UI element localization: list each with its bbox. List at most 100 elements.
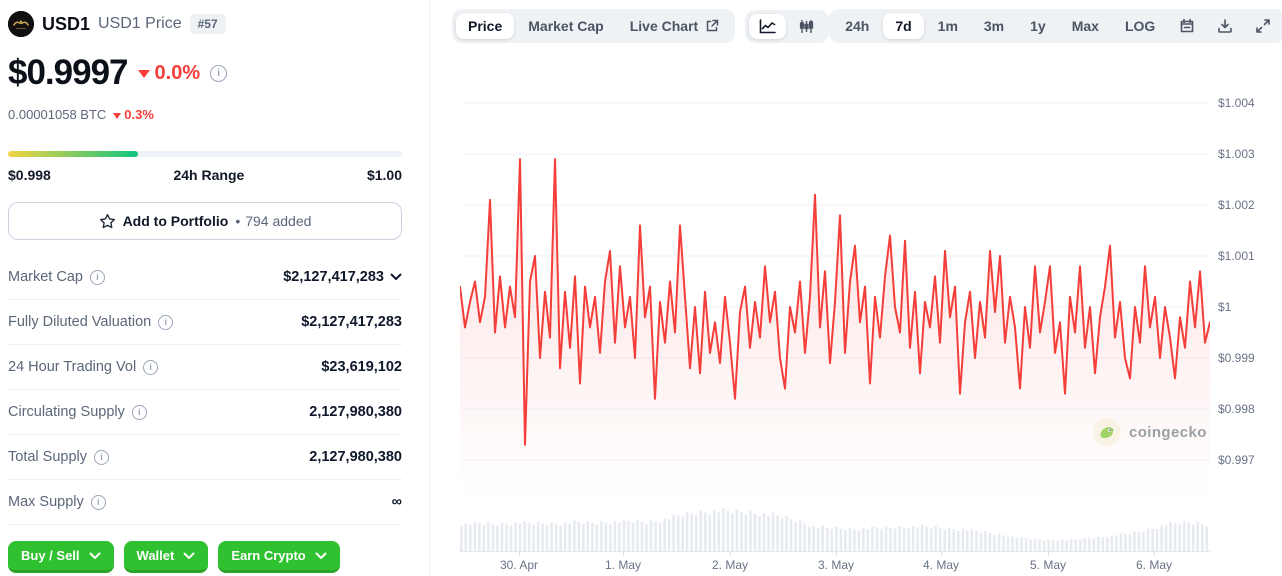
stat-value-text: 2,127,980,380 — [309, 404, 402, 420]
x-axis-tick — [519, 551, 520, 556]
volume-bar — [1038, 539, 1041, 551]
volume-bar — [1092, 538, 1096, 551]
volume-bar — [961, 528, 965, 551]
volume-bar — [591, 523, 594, 551]
volume-bar — [672, 514, 675, 551]
x-axis-tick — [1048, 551, 1049, 556]
coin-subtitle: USD1 Price — [98, 15, 182, 32]
volume-bar — [690, 513, 693, 551]
portfolio-added-count: 794 added — [245, 213, 312, 229]
x-axis-label: 3. May — [817, 558, 855, 572]
volume-bar — [1178, 524, 1181, 551]
volume-bar — [762, 512, 766, 551]
price-row: $0.9997 0.0% i — [8, 53, 402, 93]
volume-bar — [1011, 536, 1014, 551]
volume-bar — [785, 516, 788, 551]
range-max-button[interactable]: Max — [1060, 13, 1111, 39]
price-change: 0.0% — [137, 62, 200, 85]
price-chart[interactable] — [460, 60, 1210, 500]
x-axis-label: 6. May — [1135, 558, 1173, 572]
stat-label-text: Fully Diluted Valuation — [8, 314, 152, 330]
volume-bar — [1047, 539, 1050, 551]
stat-label-text: Circulating Supply — [8, 404, 125, 420]
tab-label: Market Cap — [528, 18, 604, 34]
stats-table: Market Cap i $2,127,417,283 Fully Diluted V… — [8, 255, 402, 525]
info-icon[interactable]: i — [158, 314, 174, 330]
tab-live-chart[interactable]: Live Chart — [618, 13, 731, 39]
volume-bar — [1106, 537, 1109, 551]
volume-bar — [1133, 531, 1136, 551]
info-icon[interactable]: i — [210, 64, 228, 82]
volume-bar — [789, 519, 793, 551]
price-line — [460, 158, 1210, 446]
info-icon[interactable]: i — [90, 494, 106, 510]
stat-row-market-cap[interactable]: Market Cap i $2,127,417,283 — [8, 255, 402, 300]
earn-crypto-button[interactable]: Earn Crypto — [218, 541, 340, 573]
volume-bar — [1182, 520, 1186, 551]
range-labels: $0.998 24h Range $1.00 — [8, 167, 402, 183]
volume-bar — [586, 521, 590, 551]
stat-label: Total Supply i — [8, 449, 109, 465]
range-1y-button[interactable]: 1y — [1018, 13, 1058, 39]
info-icon[interactable]: i — [131, 404, 147, 420]
wallet-button[interactable]: Wallet — [123, 541, 209, 573]
volume-bar — [835, 526, 838, 551]
volume-bar — [1069, 538, 1073, 551]
volume-bar — [554, 524, 558, 551]
stat-label: Market Cap i — [8, 269, 105, 285]
volume-bar — [898, 525, 901, 551]
volume-bar — [469, 525, 472, 551]
volume-bar — [667, 519, 671, 551]
volume-bar — [613, 520, 617, 551]
volume-bar — [749, 511, 752, 551]
calendar-button[interactable] — [1169, 13, 1205, 39]
range-label: LOG — [1124, 18, 1156, 34]
volume-bar — [704, 512, 707, 551]
volume-bar — [496, 525, 499, 551]
watermark-text: coingecko — [1129, 423, 1207, 441]
range-log-button[interactable]: LOG — [1113, 13, 1167, 39]
volume-bar — [1196, 522, 1199, 551]
stat-row-total-supply: Total Supply i 2,127,980,380 — [8, 435, 402, 480]
range-bar — [8, 151, 402, 157]
info-icon[interactable]: i — [89, 269, 105, 285]
range-3m-button[interactable]: 3m — [972, 13, 1016, 39]
range-24h-button[interactable]: 24h — [833, 13, 881, 39]
volume-bar — [708, 514, 712, 551]
info-icon[interactable]: i — [94, 449, 109, 465]
y-axis-label: $0.997 — [1218, 453, 1255, 467]
x-axis-tick — [1154, 551, 1155, 556]
volume-bar — [1074, 539, 1078, 551]
coin-header: USD1 USD1 Price #57 — [8, 10, 402, 38]
chart-type-candlestick-button[interactable] — [788, 14, 825, 39]
volume-bar — [1164, 525, 1168, 551]
chart-type-line-button[interactable] — [749, 13, 787, 39]
range-label: 3m — [983, 18, 1005, 34]
add-to-portfolio-button[interactable]: Add to Portfolio • 794 added — [8, 202, 402, 240]
stat-value-text: $23,619,102 — [321, 359, 402, 375]
tab-price[interactable]: Price — [456, 13, 515, 39]
volume-bar — [1033, 538, 1037, 551]
download-button[interactable] — [1207, 13, 1243, 39]
x-axis-label: 30. Apr — [499, 558, 539, 572]
buy-sell-button[interactable]: Buy / Sell — [8, 541, 114, 573]
tab-market-cap[interactable]: Market Cap — [516, 13, 615, 39]
volume-bar — [460, 526, 463, 551]
info-icon[interactable]: i — [143, 359, 159, 375]
fullscreen-button[interactable] — [1245, 13, 1281, 39]
download-icon — [1218, 19, 1233, 33]
volume-bar — [627, 521, 630, 551]
range-label: 1m — [937, 18, 958, 34]
volume-bar — [1119, 533, 1123, 551]
volume-bar — [1065, 540, 1068, 551]
range-7d-button[interactable]: 7d — [883, 13, 924, 39]
volume-bar — [1060, 539, 1064, 551]
volume-bar — [1083, 537, 1087, 551]
stat-label: 24 Hour Trading Vol i — [8, 359, 159, 375]
volume-bar — [550, 522, 553, 551]
volume-bar — [889, 527, 892, 551]
volume-bar — [1155, 529, 1159, 551]
tab-label: Live Chart — [629, 18, 699, 34]
stat-label-text: 24 Hour Trading Vol — [8, 359, 137, 375]
range-1m-button[interactable]: 1m — [926, 13, 970, 39]
